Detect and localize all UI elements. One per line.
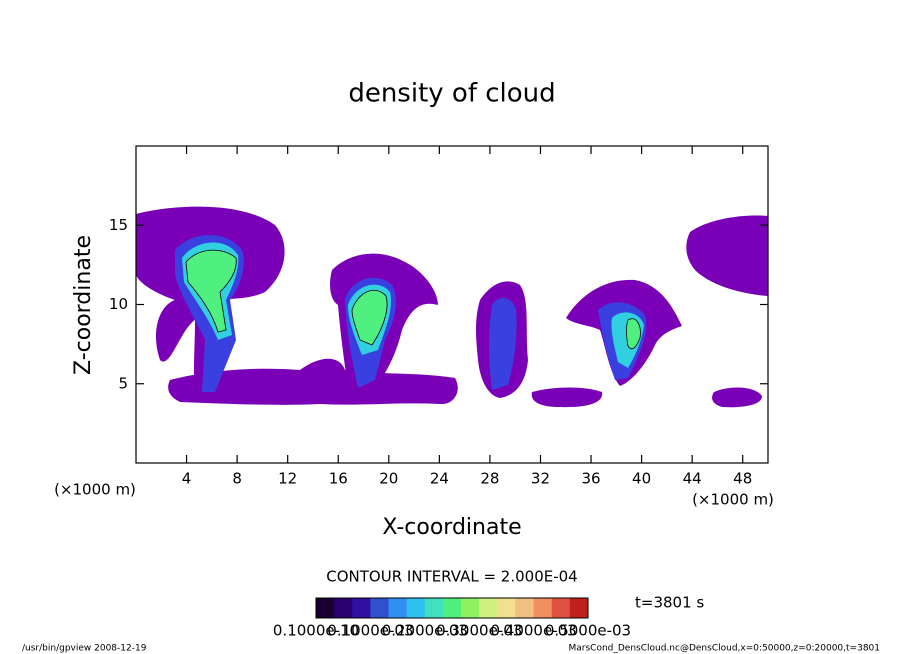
x-tick-label: 40 xyxy=(632,470,651,488)
cloud-core xyxy=(489,298,517,390)
colorbar-swatch xyxy=(352,598,371,618)
colorbar-swatch xyxy=(479,598,498,618)
colorbar-swatch xyxy=(461,598,480,618)
cloud-core xyxy=(626,318,641,350)
colorbar-label: 0.1000e-10 xyxy=(273,622,359,640)
colorbar-frame xyxy=(315,597,589,619)
y-axis-title: Z-coordinate xyxy=(71,235,96,375)
colorbar-label: 0.2000e-03 xyxy=(382,622,468,640)
x-tick-label: 12 xyxy=(278,470,297,488)
x-tick-label: 8 xyxy=(232,470,242,488)
y-tick-label: 15 xyxy=(109,216,128,234)
chart-title: density of cloud xyxy=(348,79,555,109)
footer-left: /usr/bin/gpview 2008-12-19 xyxy=(22,644,147,654)
cloud-region xyxy=(686,215,768,296)
plot-frame xyxy=(135,145,769,464)
colorbar-swatch xyxy=(370,598,390,618)
x-tick-label: 24 xyxy=(430,470,449,488)
colorbar-swatch xyxy=(424,598,444,618)
contour-interval: CONTOUR INTERVAL = 2.000E-04 xyxy=(326,568,577,586)
x-tick-label: 36 xyxy=(581,470,600,488)
cloud-region xyxy=(531,387,603,408)
cloud-core xyxy=(351,290,388,346)
colorbar-swatch xyxy=(569,598,589,618)
y-tick-label: 10 xyxy=(109,295,128,313)
footer-right: MarsCond_DensCloud.nc@DensCloud,x=0:5000… xyxy=(569,644,881,654)
y-tick-label: 5 xyxy=(118,374,128,392)
colorbar-label: 0.1000e-03 xyxy=(327,622,413,640)
x-axis-title: X-coordinate xyxy=(382,515,521,540)
colorbar-swatch xyxy=(533,598,553,618)
x-tick-label: 44 xyxy=(683,470,702,488)
colorbar-swatch xyxy=(515,598,535,618)
cloud-field xyxy=(136,206,768,408)
x-tick-label: 48 xyxy=(733,470,752,488)
time-label: t=3801 s xyxy=(635,594,704,612)
colorbar-label: 0.5000e-03 xyxy=(545,622,631,640)
x-tick-label: 28 xyxy=(480,470,499,488)
x-tick-label: 32 xyxy=(531,470,550,488)
cloud-core xyxy=(185,249,237,333)
colorbar-swatch xyxy=(551,598,571,618)
colorbar-label: 0.4000e-03 xyxy=(490,622,576,640)
x-tick-label: 16 xyxy=(329,470,348,488)
x-tick-label: 20 xyxy=(379,470,398,488)
y-unit-label: (×1000 m) xyxy=(692,491,774,509)
cloud-region xyxy=(168,358,458,405)
colorbar-swatch xyxy=(388,598,408,618)
colorbar-swatch xyxy=(334,598,353,618)
colorbar-swatch xyxy=(497,598,516,618)
colorbar-swatch xyxy=(442,598,462,618)
cloud-region xyxy=(712,387,762,408)
x-tick-label: 4 xyxy=(182,470,192,488)
colorbar-swatch xyxy=(316,598,335,618)
x-unit-label: (×1000 m) xyxy=(54,481,136,499)
colorbar-swatch xyxy=(406,598,426,618)
colorbar-label: 0.3000e-03 xyxy=(436,622,522,640)
